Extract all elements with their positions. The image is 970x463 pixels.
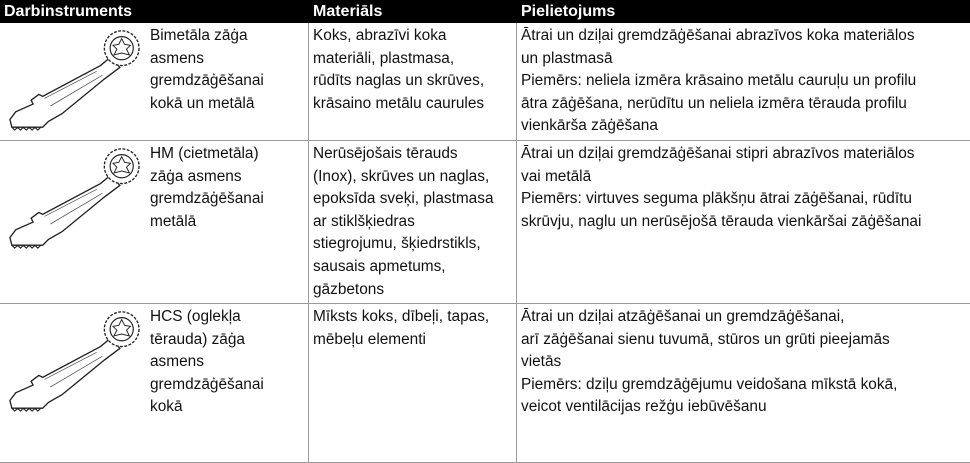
- cell-text: Ātrai un dziļai gremdzāģēšanai stipri ab…: [521, 145, 915, 162]
- cell-text: sausais apmetums,: [313, 257, 446, 275]
- cell-text: vai metālā: [521, 167, 592, 185]
- column-divider: [308, 304, 309, 462]
- cell-text: Bimetāla zāģa: [150, 27, 248, 44]
- cell-text: ar stiklšķiedras: [313, 212, 415, 230]
- cell-text: stiegrojumu, šķiedrstikls,: [313, 235, 481, 253]
- cell-text: zāģa asmens: [150, 167, 242, 185]
- header-cell: Materiāls: [313, 3, 383, 20]
- cell-text: vienkārša zāģēšana: [521, 117, 658, 135]
- cell-text: asmens: [150, 49, 204, 67]
- cell-text: arī zāģēšanai sienu tuvumā, stūros un gr…: [521, 330, 890, 348]
- column-divider: [308, 23, 309, 140]
- cell-text: epoksīda sveķi, plastmasa: [313, 190, 494, 208]
- cell-text: Ātrai un dziļai gremdzāģēšanai abrazīvos…: [521, 27, 915, 44]
- header-cell: Pielietojums: [521, 3, 616, 20]
- table-row: HCS (oglekļa tērauda) zāģa asmens gremdzāģē…: [0, 304, 970, 463]
- cell-text: skrūvju, naglu un nerūsējošā tērauda vie…: [521, 212, 922, 230]
- table-cell: Koks, abrazīvi koka materiāli, plastmasa,…: [313, 25, 484, 115]
- table-cell: Ātrai un dziļai gremdzāģēšanai abrazīvos…: [521, 25, 916, 138]
- blade-icon: [9, 148, 140, 249]
- blade-icon: [9, 30, 140, 131]
- table-cell: Bimetāla zāģa asmens gremdzāģēšanai kokā un…: [150, 25, 264, 115]
- cell-text: kokā: [150, 398, 183, 416]
- cell-text: mēbeļu elementi: [313, 330, 426, 348]
- cell-text: rūdīts naglas un skrūves,: [313, 72, 485, 90]
- blade-icon: [9, 311, 140, 412]
- header-cell: Darbinstruments: [4, 3, 133, 20]
- column-divider: [516, 141, 517, 303]
- cell-text: HCS (oglekļa: [150, 308, 241, 325]
- cell-text: Piemērs: neliela izmēra krāsaino metālu …: [521, 72, 917, 90]
- table-cell: Ātrai un dziļai atzāģēšanai un gremdzāģē…: [521, 306, 897, 419]
- table-row: Bimetāla zāģa asmens gremdzāģēšanai kokā un…: [0, 23, 970, 141]
- cell-text: krāsaino metālu caurules: [313, 94, 485, 112]
- cell-text: HM (cietmetāla): [150, 145, 259, 162]
- cell-text: Piemērs: virtuves seguma plākšņu ātrai z…: [521, 190, 912, 208]
- cell-text: (Inox), skrūves un naglas,: [313, 167, 490, 185]
- cell-text: veicot ventilācijas režģu iebūvēšanu: [521, 398, 767, 416]
- cell-text: asmens: [150, 353, 204, 371]
- table-cell: Ātrai un dziļai gremdzāģēšanai stipri ab…: [521, 143, 921, 233]
- cell-text: metālā: [150, 212, 197, 230]
- cell-text: gremdzāģēšanai: [150, 72, 264, 90]
- cell-text: kokā un metālā: [150, 94, 255, 112]
- cell-text: materiāli, plastmasa,: [313, 49, 455, 67]
- cell-text: Mīksts koks, dībeļi, tapas,: [313, 308, 490, 325]
- cell-text: un plastmasā: [521, 49, 613, 67]
- cell-text: Nerūsējošais tērauds: [313, 145, 458, 162]
- cell-text: gremdzāģēšanai: [150, 190, 264, 208]
- cell-text: vietās: [521, 353, 562, 371]
- column-divider: [516, 23, 517, 140]
- cell-text: tērauda) zāģa: [150, 330, 245, 348]
- cell-text: Piemērs: dziļu gremdzāģējumu veidošana m…: [521, 375, 898, 393]
- table-cell: HCS (oglekļa tērauda) zāģa asmens gremdzāģē…: [150, 306, 264, 419]
- table-cell: Nerūsējošais tērauds (Inox), skrūves un n…: [313, 143, 494, 301]
- cell-text: Ātrai un dziļai atzāģēšanai un gremdzāģē…: [521, 308, 845, 325]
- cell-text: gāzbetons: [313, 280, 385, 298]
- cell-text: ātra zāģēšana, nerūdītu un neliela izmēr…: [521, 94, 907, 112]
- table-cell: HM (cietmetāla) zāģa asmens gremdzāģēšanai…: [150, 143, 264, 233]
- column-divider: [308, 141, 309, 303]
- table-row: HM (cietmetāla) zāģa asmens gremdzāģēšanai…: [0, 141, 970, 304]
- table-cell: Mīksts koks, dībeļi, tapas, mēbeļu elemen…: [313, 306, 489, 351]
- column-divider: [516, 304, 517, 462]
- cell-text: gremdzāģēšanai: [150, 375, 264, 393]
- cell-text: Koks, abrazīvi koka: [313, 27, 447, 44]
- table-header: Darbinstruments Materiāls Pielietojums: [0, 0, 970, 23]
